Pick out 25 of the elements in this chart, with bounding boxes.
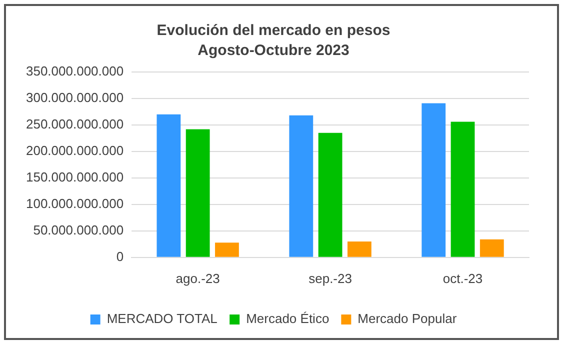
bar bbox=[215, 242, 239, 257]
bar bbox=[422, 103, 446, 257]
y-tick-label: 250.000.000.000 bbox=[26, 116, 124, 132]
legend-label: Mercado Popular bbox=[358, 311, 458, 326]
y-tick-label: 200.000.000.000 bbox=[26, 143, 124, 158]
legend-label: MERCADO TOTAL bbox=[106, 311, 218, 326]
y-tick-label: 150.000.000.000 bbox=[26, 170, 124, 185]
x-tick-label: sep.-23 bbox=[308, 270, 352, 286]
y-tick-label: 100.000.000.000 bbox=[26, 196, 124, 212]
y-tick-label: 0 bbox=[116, 248, 124, 264]
chart-subtitle: Agosto-Octubre 2023 bbox=[198, 42, 350, 60]
bar bbox=[318, 132, 342, 257]
bar bbox=[347, 242, 372, 257]
y-tick-label: 300.000.000.000 bbox=[26, 90, 124, 106]
bar bbox=[450, 122, 475, 257]
x-tick-label: oct.-23 bbox=[442, 270, 483, 286]
bar bbox=[480, 239, 504, 257]
y-tick-label: 50.000.000.000 bbox=[33, 222, 124, 238]
bar bbox=[156, 114, 181, 257]
chart-title: Evolución del mercado en pesos bbox=[156, 22, 390, 40]
y-tick-label: 350.000.000.000 bbox=[26, 64, 124, 79]
x-tick-label: ago.-23 bbox=[176, 270, 220, 286]
bar bbox=[289, 115, 314, 257]
bar bbox=[186, 129, 210, 257]
legend-label: Mercado Ético bbox=[246, 311, 330, 326]
